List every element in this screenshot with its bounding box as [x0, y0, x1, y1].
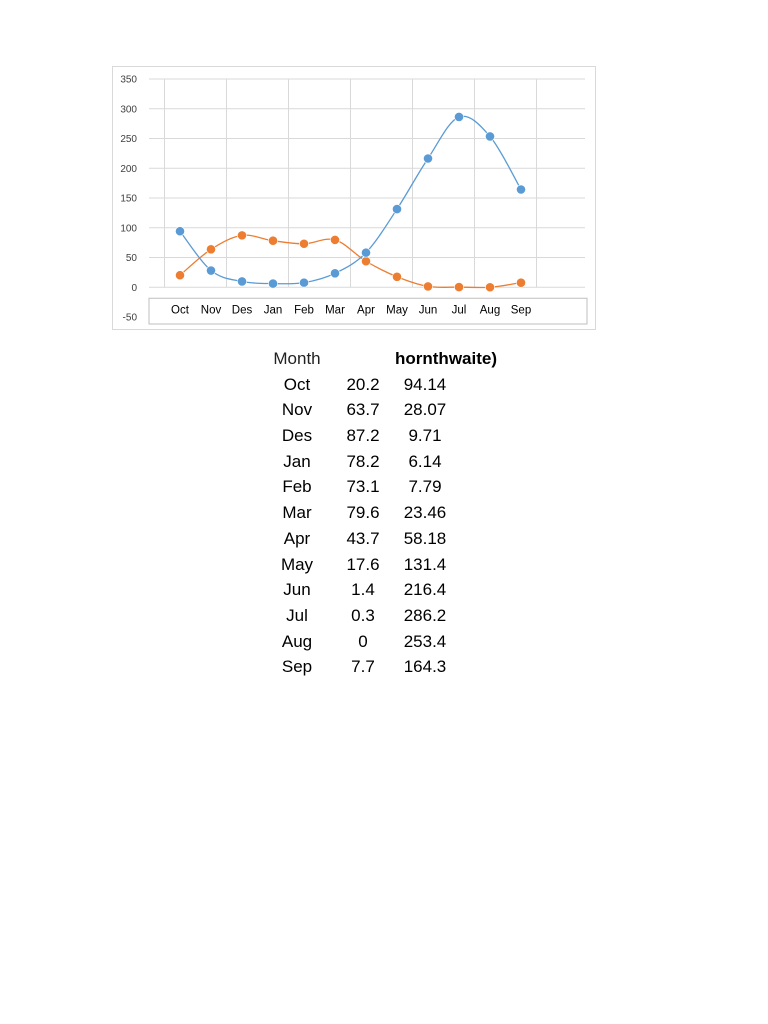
cell-month: Jun [283, 580, 311, 600]
y-tick-label: 150 [120, 194, 137, 205]
data-point [516, 277, 526, 288]
y-tick-label: -50 [123, 313, 138, 324]
category-axis-box [148, 297, 588, 325]
x-tick-label: Sep [511, 304, 531, 316]
x-tick-label: Aug [480, 304, 500, 316]
data-point [423, 281, 433, 292]
cell-col1: 73.1 [346, 477, 380, 497]
cell-col1: 43.7 [346, 528, 380, 548]
cell-month: May [280, 554, 314, 574]
cell-col2: 131.4 [403, 554, 447, 574]
data-point [268, 235, 278, 246]
cell-month: Apr [283, 528, 311, 548]
data-point [330, 268, 340, 279]
x-tick-label: Jan [264, 304, 283, 316]
y-tick-label: 0 [131, 283, 137, 294]
x-tick-label: Feb [294, 304, 314, 316]
x-tick-label: Apr [357, 304, 375, 316]
y-tick-label: 250 [120, 134, 137, 145]
data-point [237, 276, 247, 287]
cell-col2: 28.07 [403, 400, 447, 420]
cell-col1: 79.6 [346, 503, 380, 523]
cell-col1: 0 [358, 631, 368, 651]
data-point [299, 277, 309, 288]
cell-col1: 7.7 [351, 657, 375, 677]
y-tick-label: 100 [120, 223, 137, 234]
cell-col2: 216.4 [403, 580, 447, 600]
cell-col1: 78.2 [346, 451, 380, 471]
cell-month: Mar [282, 503, 312, 523]
y-tick-label: 350 [120, 75, 137, 86]
data-point [485, 131, 495, 142]
data-point [361, 256, 371, 267]
cell-month: Oct [283, 374, 311, 394]
x-tick-label: May [386, 304, 408, 316]
cell-month: Sep [281, 657, 313, 677]
data-point [206, 265, 216, 276]
cell-col1: 0.3 [351, 605, 375, 625]
data-point [299, 238, 309, 249]
header-month: Month [273, 349, 321, 368]
data-point [175, 270, 185, 281]
cell-col2: 164.3 [403, 657, 447, 677]
data-point [392, 271, 402, 282]
cell-col2: 7.79 [408, 477, 442, 497]
data-point [330, 234, 340, 245]
data-point [206, 244, 216, 255]
line-chart: 350 300 250 200 150 100 50 0 -50 Oct Nov Des Jan Feb M… [120, 75, 588, 325]
cell-col2: 286.2 [403, 605, 447, 625]
data-point [268, 278, 278, 289]
data-point [516, 184, 526, 195]
cell-col2: 6.14 [408, 451, 442, 471]
cell-month: Aug [281, 631, 313, 651]
cell-month: Jan [283, 451, 311, 471]
y-tick-label: 300 [120, 104, 137, 115]
cell-col2: 9.71 [408, 426, 442, 446]
x-tick-label: Nov [201, 304, 222, 316]
data-point [175, 226, 185, 237]
cell-month: Jul [286, 605, 308, 625]
cell-month: Des [281, 426, 313, 446]
cell-col1: 87.2 [346, 426, 380, 446]
x-tick-label: Des [232, 304, 253, 316]
x-tick-label: Mar [325, 304, 345, 316]
chart-area: 350 300 250 200 150 100 50 0 -50 Oct Nov Des Jan Feb M… [112, 66, 596, 330]
cell-col1: 20.2 [346, 374, 380, 394]
y-tick-label: 50 [126, 253, 138, 264]
cell-col2: 94.14 [403, 374, 447, 394]
cell-col1: 63.7 [346, 400, 380, 420]
cell-col2: 58.18 [403, 528, 447, 548]
cell-month: Feb [282, 477, 312, 497]
header-col2: hornthwaite) [395, 349, 497, 368]
data-point [237, 230, 247, 241]
data-point [392, 204, 402, 214]
cell-col1: 1.4 [351, 580, 375, 600]
cell-month: Nov [281, 400, 313, 420]
cell-col2: 23.46 [403, 503, 447, 523]
data-point [423, 153, 433, 164]
x-tick-label: Jun [419, 304, 438, 316]
y-tick-label: 200 [120, 164, 137, 175]
data-point [361, 247, 371, 258]
data-point [485, 282, 495, 293]
cell-col1: 17.6 [346, 554, 380, 574]
data-point [454, 112, 464, 122]
x-tick-label: Jul [452, 304, 467, 316]
x-tick-label: Oct [171, 304, 190, 316]
data-point [454, 282, 464, 292]
cell-col2: 253.4 [403, 631, 447, 651]
